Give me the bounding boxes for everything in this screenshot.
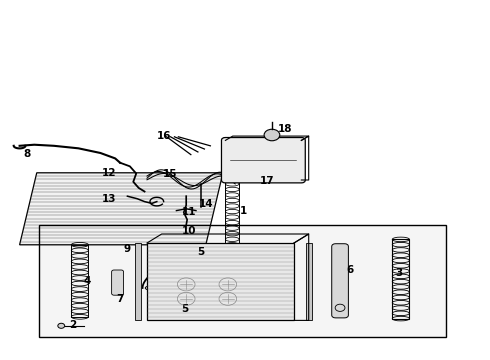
- Bar: [225, 173, 239, 245]
- Text: 3: 3: [396, 267, 403, 278]
- Bar: [71, 245, 88, 317]
- Text: 5: 5: [182, 304, 189, 314]
- Bar: [306, 243, 312, 320]
- Text: 10: 10: [181, 226, 196, 236]
- Bar: [39, 225, 446, 337]
- Text: 7: 7: [116, 294, 124, 304]
- Text: 2: 2: [69, 320, 76, 330]
- Text: 13: 13: [101, 194, 116, 204]
- FancyBboxPatch shape: [112, 270, 123, 295]
- Circle shape: [264, 129, 280, 141]
- Text: 9: 9: [124, 244, 131, 254]
- Text: 14: 14: [198, 199, 213, 209]
- FancyBboxPatch shape: [221, 138, 305, 183]
- Polygon shape: [20, 173, 223, 245]
- Text: 4: 4: [83, 276, 91, 286]
- Bar: [39, 225, 446, 337]
- Bar: [135, 243, 141, 320]
- Text: 16: 16: [157, 131, 172, 141]
- Bar: [392, 239, 409, 319]
- Text: 11: 11: [181, 207, 196, 217]
- Text: 1: 1: [240, 206, 246, 216]
- Circle shape: [58, 323, 65, 328]
- Text: 15: 15: [163, 169, 178, 179]
- Text: 8: 8: [24, 149, 30, 159]
- Text: 12: 12: [101, 168, 116, 178]
- Text: 18: 18: [278, 123, 293, 134]
- FancyBboxPatch shape: [332, 244, 348, 318]
- Bar: [147, 243, 294, 320]
- Text: 6: 6: [346, 265, 353, 275]
- Text: 17: 17: [260, 176, 275, 186]
- Text: 5: 5: [197, 247, 204, 257]
